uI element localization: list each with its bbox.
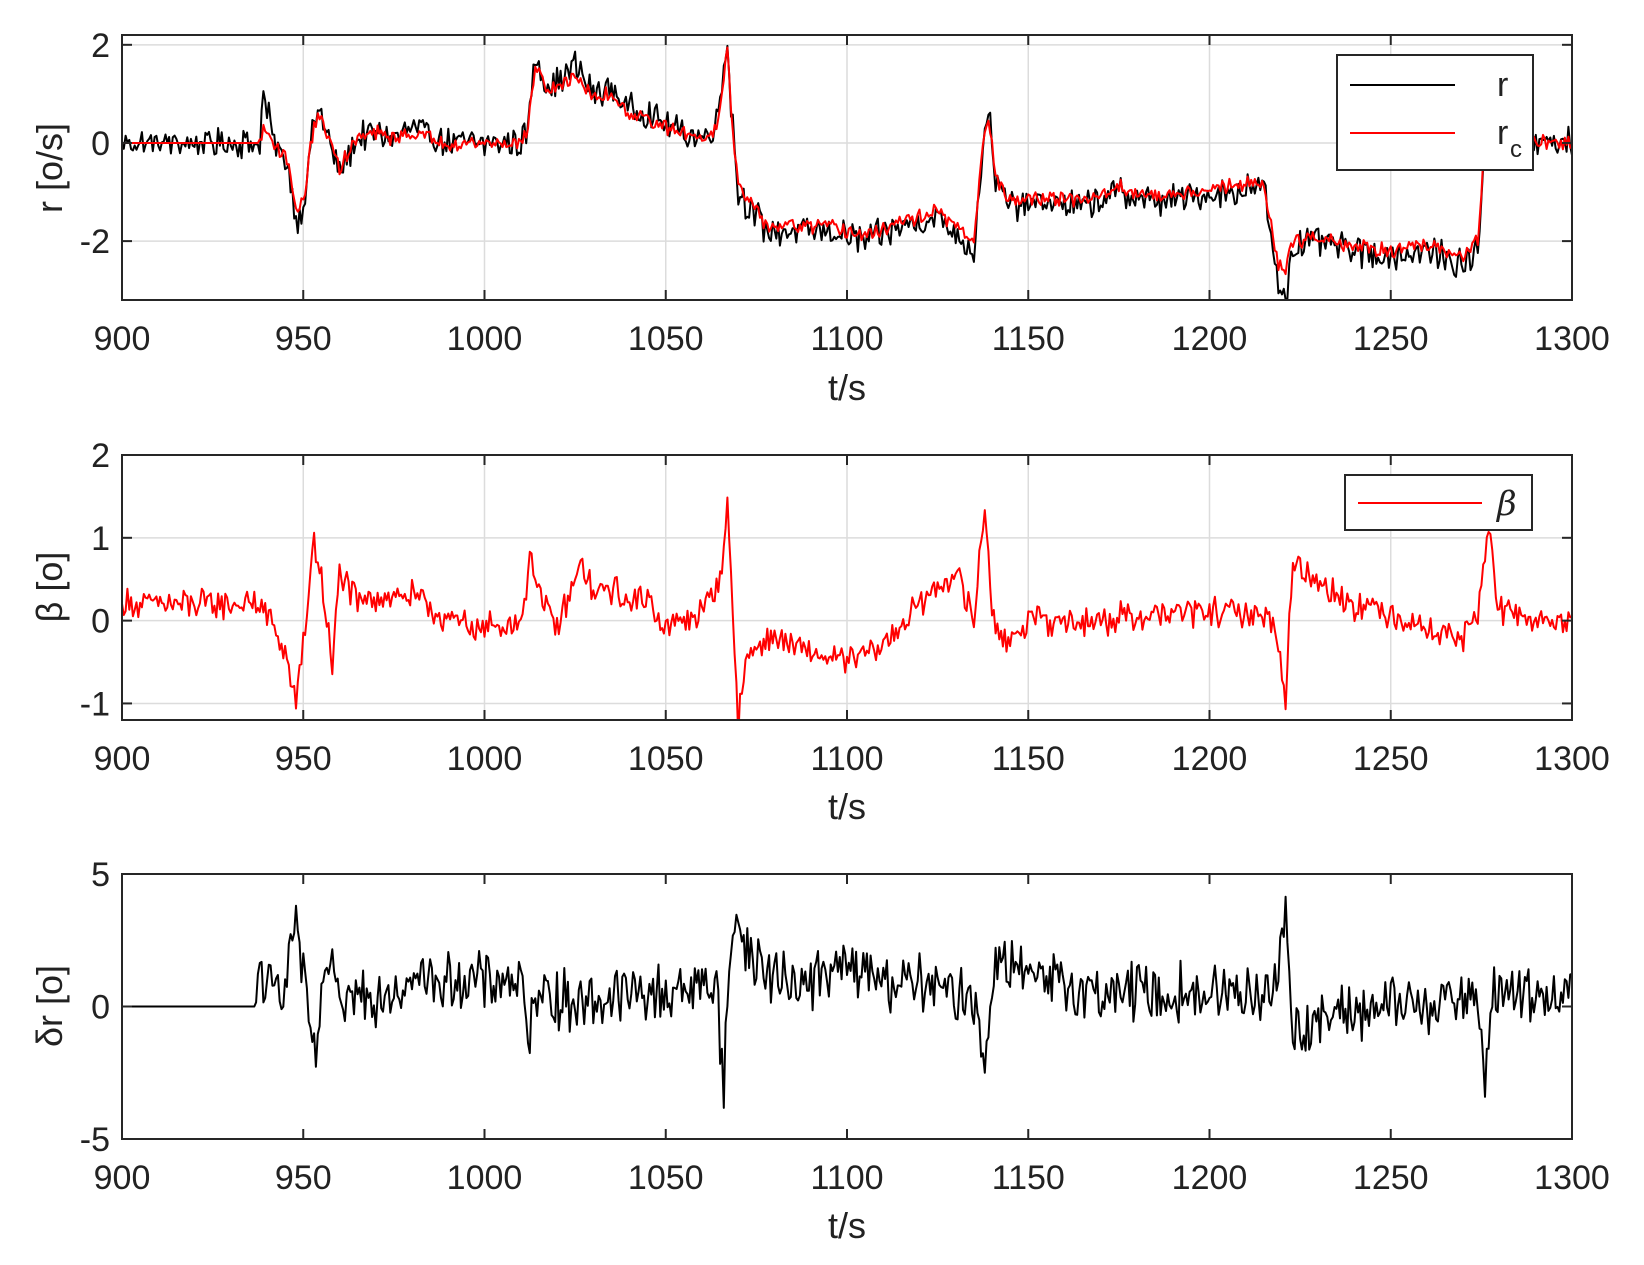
x-tick-label-bottom: 1050 (628, 1159, 704, 1197)
ticks-top: 900 950 1000 1050 1100 1150 1200 1250 1300 -2 0 2 (80, 27, 1610, 358)
y-tick-label-middle: 1 (91, 520, 110, 558)
x-tick-label-top: 1200 (1172, 320, 1248, 358)
x-tick-label-bottom: 900 (94, 1159, 151, 1197)
panel-top: 900 950 1000 1050 1100 1150 1200 1250 1300 -2 0 2 t… (29, 27, 1610, 408)
x-tick-label-middle: 950 (275, 740, 332, 778)
x-tick-label-middle: 1300 (1534, 740, 1610, 778)
panel-bottom: 900 950 1000 1050 1100 1150 1200 1250 1300 -5 0 5 t… (29, 856, 1610, 1246)
x-tick-label-top: 1300 (1534, 320, 1610, 358)
series-line-bottom-0 (122, 895, 1572, 1109)
x-tick-label-top: 1000 (447, 320, 523, 358)
series-group-middle (122, 496, 1572, 720)
y-axis-label-bottom: δr [o] (29, 965, 70, 1047)
x-tick-label-bottom: 1150 (992, 1159, 1065, 1197)
legend-label-r: r (1497, 66, 1508, 104)
y-tick-label-bottom: 5 (91, 856, 110, 894)
x-tick-label-top: 900 (94, 320, 151, 358)
y-tick-label-middle: 0 (91, 603, 110, 641)
x-tick-label-top: 1050 (628, 320, 704, 358)
x-axis-label-bottom: t/s (828, 1205, 866, 1246)
y-axis-label-top: r [o/s] (29, 123, 70, 213)
series-group-bottom (122, 895, 1572, 1109)
series-line-top-1 (122, 46, 1572, 276)
legend-label-rc-subscript: c (1510, 136, 1522, 163)
legend-label-rc: r (1497, 114, 1508, 152)
y-tick-label-bottom: 0 (91, 989, 110, 1027)
y-tick-label-middle: 2 (91, 437, 110, 475)
plot-area-bottom (122, 874, 1572, 1139)
x-tick-label-bottom: 1250 (1353, 1159, 1429, 1197)
x-tick-label-middle: 1100 (810, 740, 883, 778)
x-tick-label-middle: 1200 (1172, 740, 1248, 778)
series-line-middle-0 (122, 496, 1572, 720)
series-line-top-0 (122, 44, 1572, 300)
y-tick-label-top: 2 (91, 27, 110, 65)
x-tick-label-middle: 1150 (992, 740, 1065, 778)
x-tick-label-bottom: 950 (275, 1159, 332, 1197)
y-axis-label-middle: β [o] (29, 552, 70, 623)
x-tick-label-middle: 1250 (1353, 740, 1429, 778)
y-tick-label-top: -2 (80, 223, 110, 261)
x-tick-label-middle: 900 (94, 740, 151, 778)
x-tick-label-bottom: 1300 (1534, 1159, 1610, 1197)
x-tick-label-bottom: 1000 (447, 1159, 523, 1197)
x-axis-label-middle: t/s (828, 786, 866, 827)
y-tick-label-top: 0 (91, 125, 110, 163)
series-group-top (122, 44, 1572, 300)
legend-middle: β (1344, 474, 1533, 531)
x-tick-label-top: 1150 (992, 320, 1065, 358)
y-tick-label-middle: -1 (80, 685, 110, 723)
x-tick-label-top: 950 (275, 320, 332, 358)
x-tick-label-middle: 1000 (447, 740, 523, 778)
legend-label-beta: β (1495, 484, 1517, 524)
legend-top: r r c (1336, 54, 1534, 171)
x-tick-label-middle: 1050 (628, 740, 704, 778)
ticks-bottom: 900 950 1000 1050 1100 1150 1200 1250 1300 -5 0 5 (80, 856, 1610, 1197)
ticks-middle: 900 950 1000 1050 1100 1150 1200 1250 1300 -1 0 1 2 (80, 437, 1610, 778)
x-tick-label-top: 1250 (1353, 320, 1429, 358)
panel-middle: 900 950 1000 1050 1100 1150 1200 1250 1300-1012 … (29, 437, 1610, 827)
x-tick-label-top: 1100 (810, 320, 883, 358)
y-tick-label-bottom: -5 (80, 1121, 110, 1159)
legend-box-top (1336, 54, 1534, 171)
x-tick-label-bottom: 1100 (810, 1159, 883, 1197)
x-axis-label-top: t/s (828, 367, 866, 408)
x-tick-label-bottom: 1200 (1172, 1159, 1248, 1197)
